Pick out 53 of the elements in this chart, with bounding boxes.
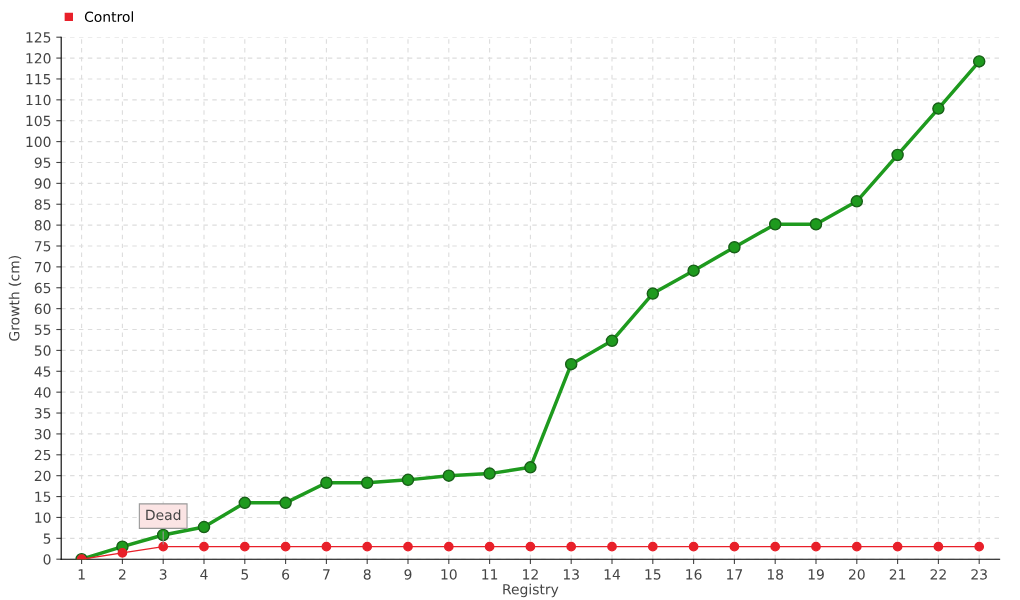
y-tick-label: 15 — [35, 491, 51, 503]
y-tick-label: 110 — [26, 94, 51, 106]
x-tick-label: 22 — [930, 569, 946, 580]
y-tick-label: 25 — [34, 449, 51, 461]
y-tick-label: 120 — [26, 53, 51, 64]
y-tick-label: 50 — [34, 345, 51, 356]
x-tick-label: 7 — [323, 569, 330, 580]
x-tick-label: 17 — [727, 569, 743, 580]
x-tick-label: 13 — [563, 569, 579, 580]
x-tick-label: 16 — [686, 569, 702, 580]
x-tick-label: 3 — [159, 569, 167, 580]
x-tick-label: 5 — [241, 569, 249, 580]
y-tick-label: 125 — [26, 32, 51, 43]
y-tick-label: 75 — [34, 241, 51, 252]
y-tick-label: 80 — [34, 220, 51, 231]
y-tick-label: 115 — [26, 74, 51, 85]
y-tick-label: 65 — [34, 282, 51, 294]
x-tick-label: 10 — [441, 569, 457, 580]
x-tick-label: 18 — [767, 569, 784, 580]
x-axis-title: Registry — [503, 583, 559, 598]
x-tick-label: 8 — [363, 569, 371, 580]
x-tick-label: 23 — [971, 569, 987, 580]
legend-label: Control — [84, 11, 133, 23]
y-tick-label: 85 — [34, 199, 51, 210]
x-tick-label: 2 — [119, 569, 126, 580]
y-tick-label: 40 — [34, 387, 51, 398]
x-tick-label: 21 — [889, 569, 906, 580]
annotation: Dead — [146, 509, 181, 521]
y-tick-label: 90 — [34, 178, 51, 189]
x-tick-label: 14 — [604, 569, 621, 580]
x-tick-label: 19 — [808, 569, 824, 580]
y-tick-label: 60 — [34, 303, 51, 315]
y-tick-label: 10 — [35, 512, 51, 523]
y-tick-label: 30 — [34, 428, 51, 440]
x-tick-label: 15 — [645, 569, 661, 580]
y-tick-label: 105 — [26, 115, 51, 127]
y-tick-label: 35 — [34, 408, 51, 419]
y-tick-label: 5 — [43, 533, 51, 544]
y-tick-label: 0 — [43, 554, 51, 565]
x-tick-label: 11 — [482, 569, 498, 580]
x-tick-label: 20 — [848, 569, 865, 580]
y-tick-label: 100 — [26, 136, 51, 148]
x-tick-label: 12 — [523, 569, 538, 580]
y-tick-label: 95 — [34, 157, 51, 168]
x-tick-label: 9 — [404, 569, 412, 580]
y-tick-label: 20 — [34, 470, 51, 482]
y-tick-label: 55 — [34, 324, 51, 335]
y-tick-label: 45 — [34, 366, 51, 377]
y-tick-label: 70 — [34, 261, 51, 273]
x-tick-label: 1 — [78, 569, 85, 580]
y-axis-title: Growth (cm) — [8, 256, 22, 341]
x-tick-label: 4 — [200, 569, 208, 580]
x-tick-label: 6 — [282, 569, 290, 580]
